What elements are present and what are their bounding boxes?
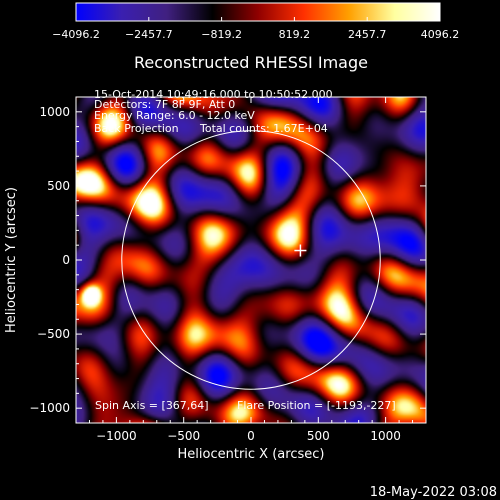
colorbar-tick-label: 819.2: [279, 28, 311, 41]
energy-range-label: Energy Range: 6.0 - 12.0 keV: [94, 109, 255, 122]
x-axis-ticks: −1000 −500 0 500 1000: [88, 97, 414, 443]
method-label: Back Projection: [94, 122, 179, 135]
total-counts-label: Total counts: 1.67E+04: [199, 122, 328, 135]
chart-title: Reconstructed RHESSI Image: [134, 53, 368, 72]
colorbar-tick-label: −2457.7: [125, 28, 173, 41]
x-tick-label: 1000: [370, 429, 401, 443]
y-axis-ticks: −1000 −500 0 500 1000: [29, 105, 426, 415]
y-tick-label: 0: [62, 253, 70, 267]
flare-position-label: Flare Position = [-1193,-227]: [237, 399, 396, 412]
x-tick-label: −500: [167, 429, 200, 443]
detectors-label: Detectors: 7F 8F 9F, Att 0: [94, 98, 235, 111]
plot-area: −1000 −500 0 500 1000 −1000 −500 0 500 1000: [29, 96, 427, 443]
colorbar: −4096.2 −2457.7 −819.2 819.2 2457.7 4096.2: [52, 2, 459, 41]
colorbar-tick-label: −4096.2: [52, 28, 100, 41]
colorbar-tick-label: 2457.7: [348, 28, 387, 41]
solar-limb-circle: [121, 130, 381, 390]
y-tick-label: −1000: [29, 401, 70, 415]
colorbar-tick-label: −819.2: [201, 28, 242, 41]
time-range-label: 15-Oct-2014 10:49:16.000 to 10:50:52.000: [94, 88, 333, 101]
disk-center-cross-marker: [294, 244, 307, 257]
y-tick-label: 1000: [39, 105, 70, 119]
plot-date-label: 18-May-2022 03:08: [370, 485, 497, 500]
heatmap-image: [76, 97, 426, 423]
y-axis-label: Heliocentric Y (arcsec): [4, 187, 19, 333]
x-tick-label: 0: [247, 429, 255, 443]
y-tick-label: 500: [47, 179, 70, 193]
x-tick-label: −1000: [96, 429, 137, 443]
colorbar-tick-label: 4096.2: [421, 28, 460, 41]
colorbar-ticks: −4096.2 −2457.7 −819.2 819.2 2457.7 4096.2: [52, 17, 459, 41]
x-tick-label: 500: [307, 429, 330, 443]
spin-axis-label: Spin Axis = [367,64]: [95, 399, 209, 412]
y-tick-label: −500: [37, 327, 70, 341]
x-axis-label: Heliocentric X (arcsec): [178, 447, 325, 462]
colorbar-gradient: [75, 2, 441, 22]
